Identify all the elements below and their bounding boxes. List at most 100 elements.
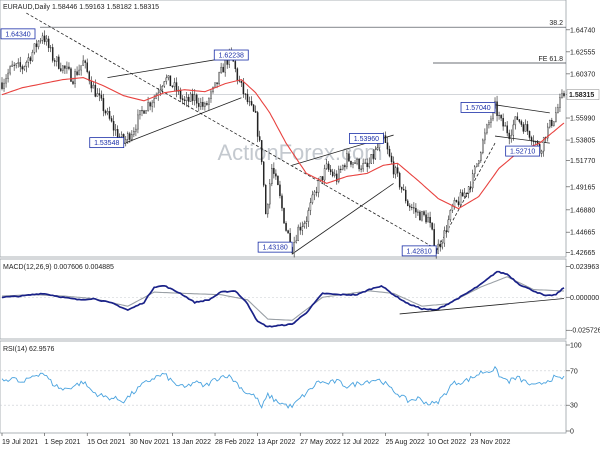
fib-level-label: FE 61.8 xyxy=(538,56,563,63)
candle-body xyxy=(346,153,348,168)
price-label: 1.57040 xyxy=(465,105,490,112)
candle-body xyxy=(37,40,40,48)
candle-body xyxy=(139,110,141,116)
candle-body xyxy=(64,65,66,69)
candle-body xyxy=(88,71,90,82)
long-downtrend-line xyxy=(26,12,437,250)
candle-body xyxy=(478,160,480,164)
candle-body xyxy=(116,129,119,138)
candle-body xyxy=(465,192,468,194)
candle-body xyxy=(303,223,306,227)
candle-body xyxy=(25,62,28,67)
last-price-value: 1.58315 xyxy=(569,92,594,99)
candle-body xyxy=(206,103,208,105)
candle-body xyxy=(411,206,413,208)
candle-body xyxy=(147,102,149,111)
candle-body xyxy=(496,101,498,116)
candle-body xyxy=(165,77,168,82)
candle-body xyxy=(390,155,393,162)
price-label: 1.43180 xyxy=(262,245,287,252)
candle-body xyxy=(561,93,563,98)
candle-body xyxy=(193,94,196,101)
candle-body xyxy=(376,147,379,150)
candle-body xyxy=(362,163,364,170)
candle-body xyxy=(455,200,458,202)
candle-body xyxy=(214,82,216,88)
macd-panel-title: MACD(12,26,9) 0.007606 0.004885 xyxy=(3,264,114,271)
candle-body xyxy=(336,173,338,182)
candle-body xyxy=(153,98,155,104)
candle-body xyxy=(90,80,93,89)
candle-body xyxy=(384,135,387,143)
candle-body xyxy=(149,102,151,107)
candle-body xyxy=(70,68,72,82)
candle-body xyxy=(78,69,80,75)
candle-body xyxy=(374,149,377,159)
candle-body xyxy=(510,134,512,139)
candle-body xyxy=(443,230,446,244)
price-label: 1.42810 xyxy=(407,248,432,255)
y-tick-label: 1.51770 xyxy=(570,158,595,165)
candle-body xyxy=(419,211,421,221)
candle-body xyxy=(60,68,62,71)
candle-body xyxy=(449,210,452,221)
candle-body xyxy=(29,57,32,61)
price-label-box xyxy=(505,145,541,157)
rsi-line xyxy=(1,365,565,409)
candle-body xyxy=(68,66,70,69)
candle-body xyxy=(549,119,551,128)
candle-body xyxy=(100,94,103,99)
candle-body xyxy=(480,152,482,161)
candle-body xyxy=(327,163,330,170)
candle-body xyxy=(51,47,54,61)
candle-body xyxy=(528,131,531,138)
candle-body xyxy=(400,186,403,190)
candle-body xyxy=(161,86,164,91)
time-axis: 19 Jul 2021 1 Sep 2021 15 Oct 2021 30 Nov 2… xyxy=(1,433,510,446)
price-label: 1.62238 xyxy=(219,53,244,60)
candle-body xyxy=(342,165,344,170)
candle-body xyxy=(218,72,220,85)
candle-body xyxy=(258,136,261,141)
candle-body xyxy=(279,184,281,197)
candle-body xyxy=(198,103,200,107)
candle-body xyxy=(461,192,464,197)
x-tick-label: 19 Jul 2021 xyxy=(2,439,38,446)
candle-body xyxy=(520,121,523,125)
candle-body xyxy=(171,85,174,87)
candle-body xyxy=(340,168,342,170)
candle-body xyxy=(202,101,204,107)
candle-body xyxy=(275,173,277,177)
price-annotations: 38.2 FE 61.8 xyxy=(0,12,566,255)
last-price-marker xyxy=(566,89,600,100)
candle-body xyxy=(473,166,476,174)
candle-body xyxy=(21,66,24,70)
candle-body xyxy=(415,207,417,213)
candle-body xyxy=(62,65,64,71)
candle-body xyxy=(392,161,395,175)
candle-body xyxy=(427,217,429,223)
y-tick-label: 0 xyxy=(570,429,574,436)
rsi-panel-title: RSI(14) 62.9576 xyxy=(3,346,54,353)
candle-body xyxy=(137,114,139,130)
x-tick-label: 12 Jul 2022 xyxy=(343,439,379,446)
candle-body xyxy=(246,93,249,102)
candle-body xyxy=(421,211,423,221)
candle-body xyxy=(344,165,346,168)
candle-body xyxy=(260,140,263,163)
candle-body xyxy=(283,207,285,224)
price-label: 1.64340 xyxy=(5,31,30,38)
price-label-box xyxy=(257,241,293,253)
candle-body xyxy=(104,110,107,114)
candle-body xyxy=(500,115,502,119)
price-label-box xyxy=(460,102,496,113)
candle-body xyxy=(169,75,172,87)
candle-body xyxy=(92,84,95,89)
candle-body xyxy=(102,98,105,112)
candle-body xyxy=(17,62,19,65)
candle-body xyxy=(7,72,9,79)
candle-body xyxy=(429,217,431,224)
candle-body xyxy=(285,223,287,231)
macd-panel: MACD(12,26,9) 0.007606 0.004885 0.023963… xyxy=(0,258,600,340)
candle-body xyxy=(413,207,415,209)
